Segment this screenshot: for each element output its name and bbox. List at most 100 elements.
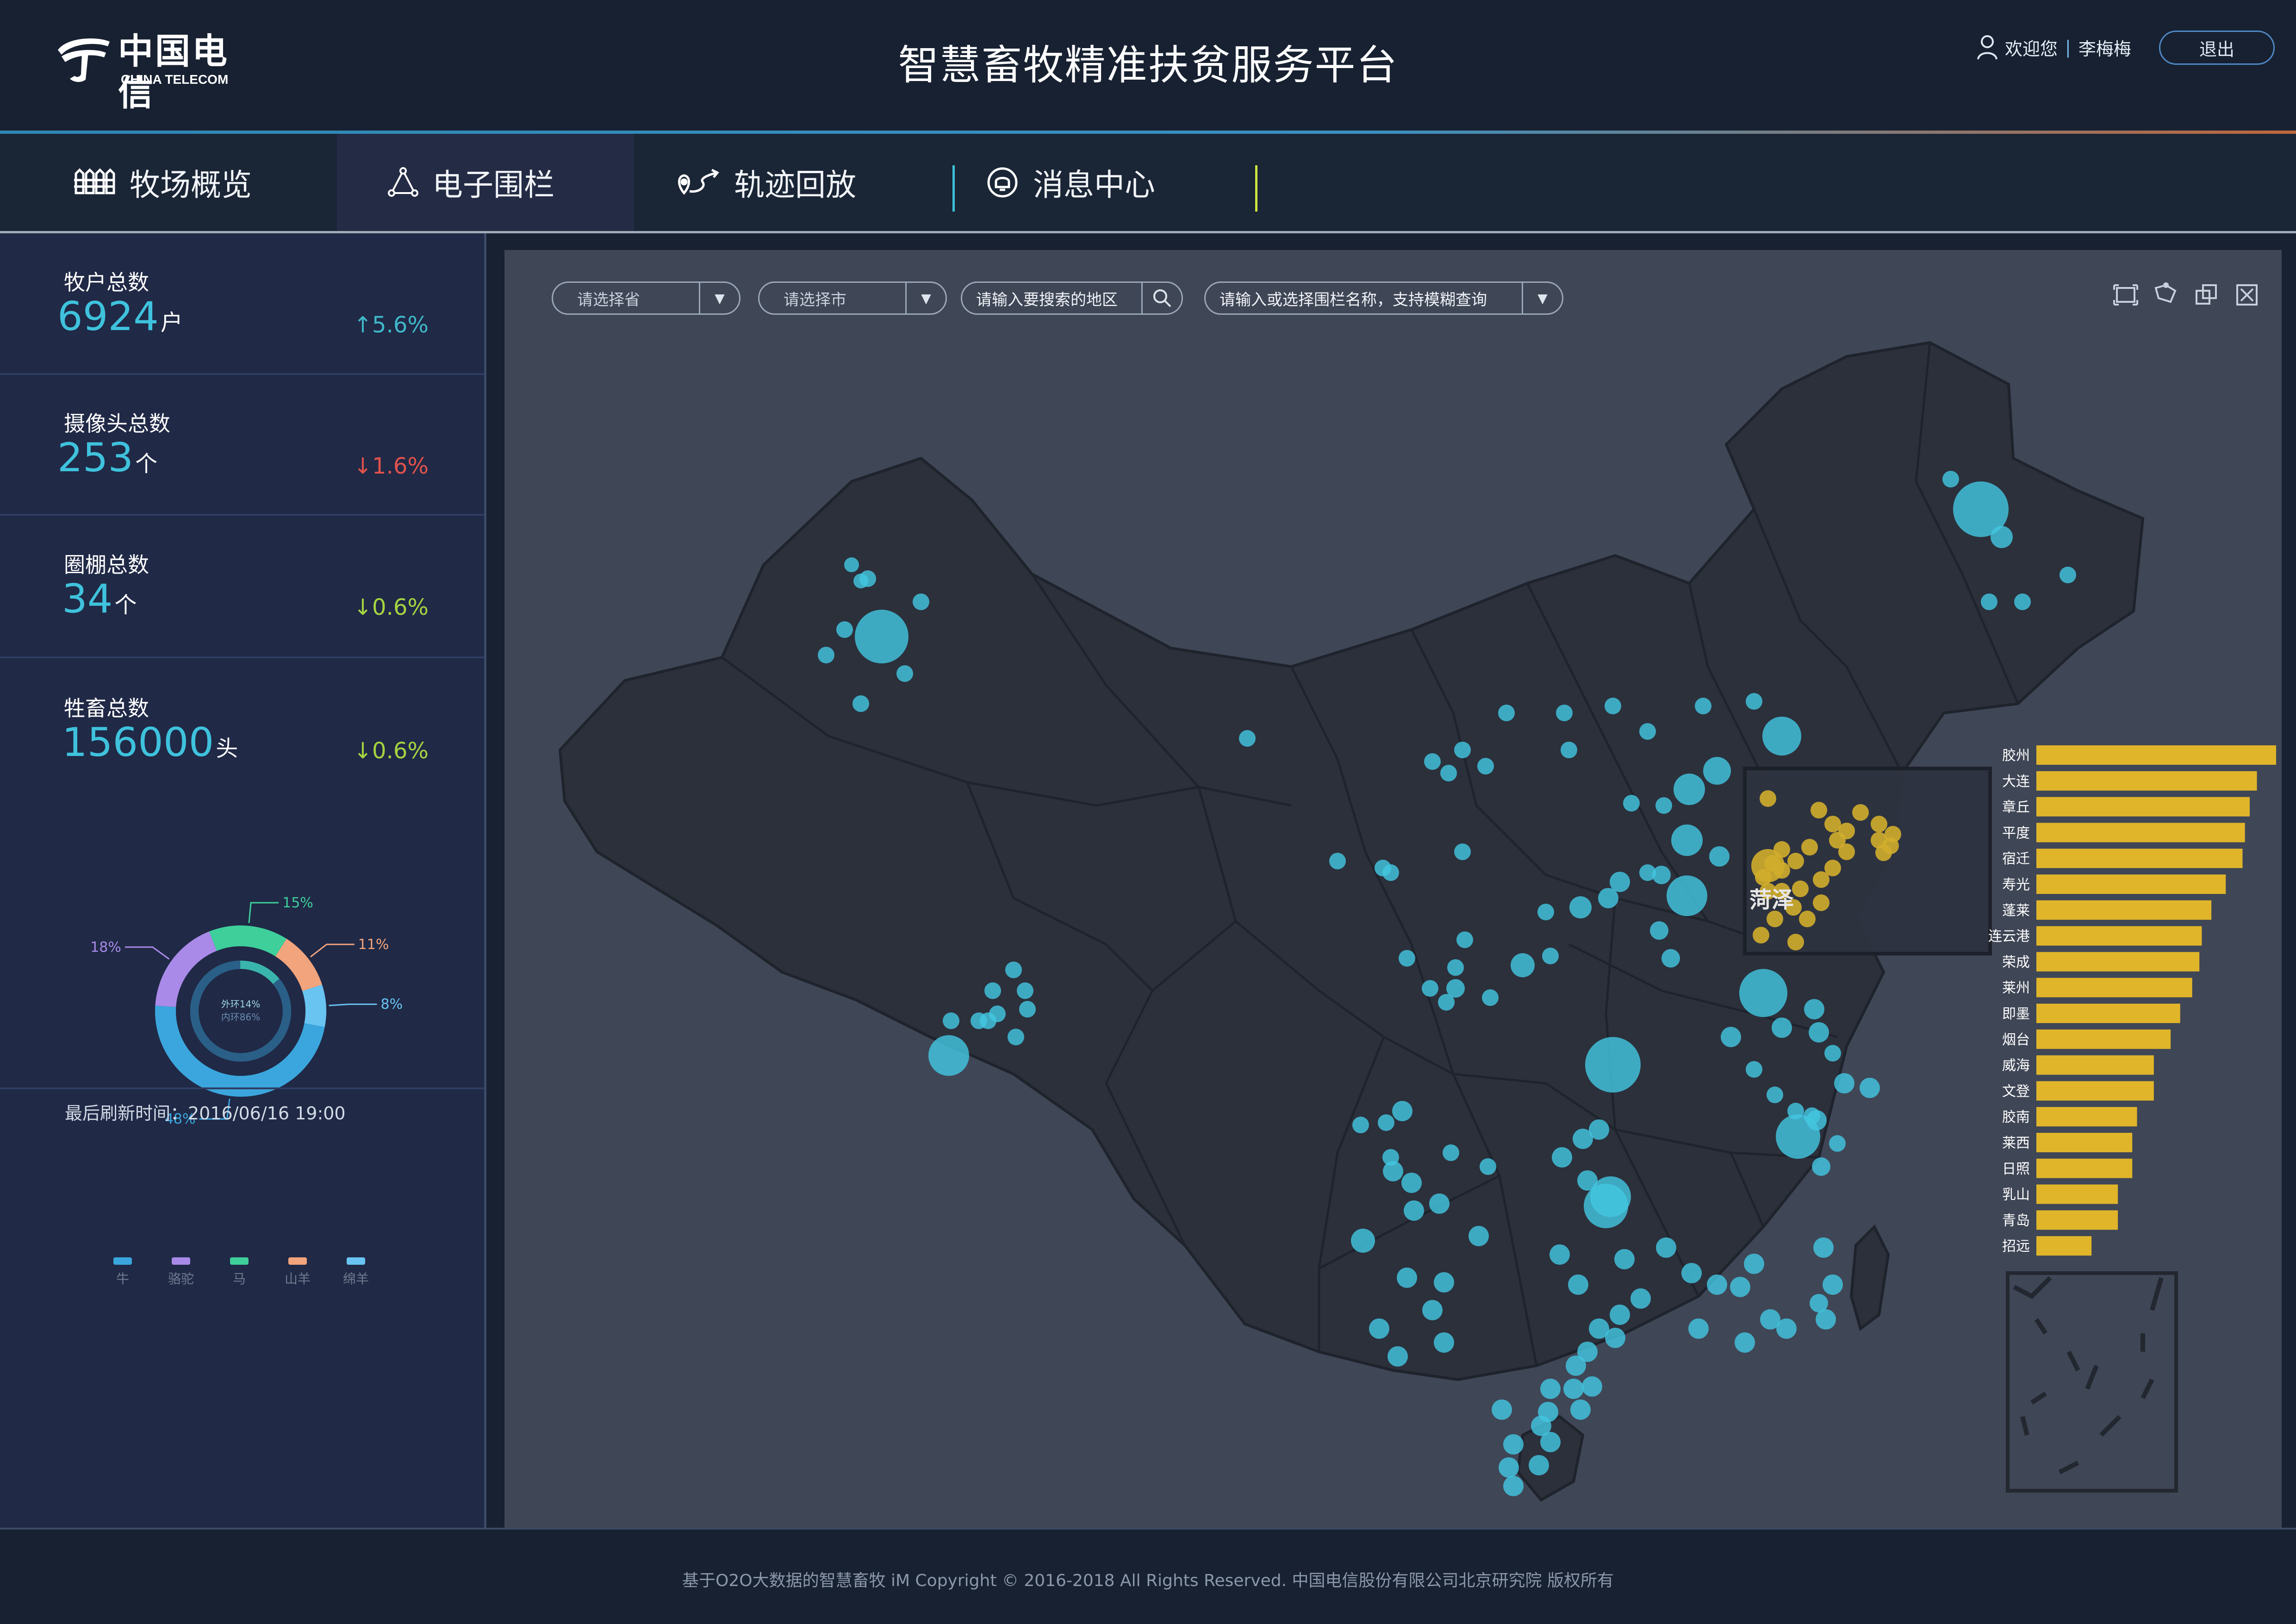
herd-marker[interactable] <box>1585 1037 1641 1093</box>
herd-markers[interactable] <box>818 471 2076 1496</box>
herd-marker[interactable] <box>1834 1073 1854 1093</box>
herd-marker[interactable] <box>1681 1263 1702 1283</box>
herd-marker[interactable] <box>1804 999 1824 1019</box>
layers-icon[interactable] <box>2193 281 2220 308</box>
herd-marker[interactable] <box>1703 757 1731 785</box>
search-icon[interactable] <box>1141 283 1182 313</box>
map-panel[interactable]: 菏泽 胶州 大连 章丘 平度 宿迁 寿光 蓬莱 连云港 荣成 莱州 即墨 烟台 威海 文登 胶南 莱西 日照 乳山… <box>504 250 2282 1528</box>
highlight-marker[interactable] <box>1824 816 1841 832</box>
highlight-marker[interactable] <box>1838 843 1855 860</box>
herd-marker[interactable] <box>1422 1300 1443 1320</box>
herd-marker[interactable] <box>1577 1342 1598 1362</box>
herd-marker[interactable] <box>1404 1200 1424 1221</box>
herd-marker[interactable] <box>1981 593 1997 610</box>
herd-marker[interactable] <box>1549 1244 1570 1265</box>
herd-marker[interactable] <box>896 665 913 682</box>
legend-label[interactable]: 山羊 <box>285 1271 311 1287</box>
highlight-marker[interactable] <box>1871 816 1887 832</box>
herd-marker[interactable] <box>1383 1161 1403 1181</box>
herd-marker[interactable] <box>1531 1416 1551 1436</box>
herd-marker[interactable] <box>1397 1268 1417 1288</box>
tab-ranch-overview[interactable]: 牧场概览 <box>73 134 332 231</box>
herd-marker[interactable] <box>1456 931 1473 948</box>
herd-marker[interactable] <box>1454 843 1471 860</box>
herd-marker[interactable] <box>1709 846 1730 867</box>
highlight-markers[interactable] <box>1751 790 1901 950</box>
highlight-marker[interactable] <box>1811 802 1827 818</box>
close-box-icon[interactable] <box>2234 281 2260 308</box>
herd-marker[interactable] <box>852 695 869 712</box>
herd-marker[interactable] <box>1499 1457 1519 1478</box>
herd-marker[interactable] <box>1610 1305 1630 1325</box>
china-telecom-logo[interactable]: 中国电信 CHINA TELECOM <box>53 28 248 113</box>
herd-marker[interactable] <box>1623 795 1640 812</box>
herd-marker[interactable] <box>1776 1318 1797 1339</box>
highlight-marker[interactable] <box>1838 823 1855 839</box>
herd-marker[interactable] <box>855 610 908 663</box>
herd-marker[interactable] <box>1392 1101 1412 1121</box>
herd-marker[interactable] <box>1735 1332 1755 1353</box>
herd-marker[interactable] <box>971 1012 987 1029</box>
chevron-down-icon[interactable]: ▼ <box>699 283 739 313</box>
tab-track-playback[interactable]: 轨迹回放 <box>676 134 935 231</box>
herd-marker[interactable] <box>1552 1147 1572 1168</box>
herd-marker[interactable] <box>1440 765 1457 781</box>
highlight-marker[interactable] <box>1787 853 1804 869</box>
herd-marker[interactable] <box>1542 948 1559 964</box>
herd-marker[interactable] <box>1776 1114 1820 1159</box>
highlight-marker[interactable] <box>1852 804 1869 821</box>
ranking-bar[interactable] <box>2036 823 2245 843</box>
herd-marker[interactable] <box>1573 1129 1593 1149</box>
herd-marker[interactable] <box>1008 1029 1024 1045</box>
highlight-marker[interactable] <box>1751 849 1785 882</box>
herd-marker[interactable] <box>1671 824 1703 856</box>
herd-marker[interactable] <box>1639 723 1656 740</box>
highlight-marker[interactable] <box>1787 934 1804 950</box>
highlight-marker[interactable] <box>1792 881 1809 897</box>
herd-marker[interactable] <box>1813 1237 1834 1258</box>
chevron-down-icon[interactable]: ▼ <box>1522 283 1562 313</box>
herd-marker[interactable] <box>1942 471 1959 487</box>
herd-marker[interactable] <box>1652 866 1671 884</box>
legend-label[interactable]: 马 <box>233 1271 246 1287</box>
herd-marker[interactable] <box>1739 969 1787 1017</box>
ranking-bar[interactable] <box>2036 1133 2133 1152</box>
herd-marker[interactable] <box>1569 896 1592 918</box>
legend-label[interactable]: 骆驼 <box>168 1271 194 1287</box>
ranking-bar[interactable] <box>2036 1158 2133 1178</box>
herd-marker[interactable] <box>1688 1318 1709 1339</box>
herd-marker[interactable] <box>1563 1379 1584 1399</box>
herd-marker[interactable] <box>1605 1328 1625 1348</box>
herd-marker[interactable] <box>1434 1332 1454 1353</box>
ranking-bar[interactable] <box>2036 1107 2137 1127</box>
herd-marker[interactable] <box>1482 989 1499 1006</box>
herd-marker[interactable] <box>1239 730 1256 747</box>
herd-marker[interactable] <box>1443 1144 1459 1161</box>
herd-marker[interactable] <box>1017 982 1033 999</box>
ranking-bar[interactable] <box>2036 849 2243 868</box>
ranking-bar[interactable] <box>2036 1081 2154 1101</box>
herd-marker[interactable] <box>1598 888 1618 908</box>
herd-marker[interactable] <box>1561 742 1577 758</box>
herd-marker[interactable] <box>1570 1399 1591 1420</box>
username[interactable]: 李梅梅 <box>2078 38 2131 59</box>
herd-marker[interactable] <box>1454 742 1471 758</box>
tab-electronic-fence[interactable]: 电子围栏 <box>337 134 634 231</box>
herd-marker[interactable] <box>1480 1158 1496 1175</box>
herd-marker[interactable] <box>1351 1229 1375 1253</box>
herd-marker[interactable] <box>1369 1318 1389 1339</box>
herd-marker[interactable] <box>1582 1376 1602 1397</box>
ranking-bar[interactable] <box>2036 1184 2118 1204</box>
herd-marker[interactable] <box>1378 1114 1394 1131</box>
highlight-marker[interactable] <box>1753 927 1769 943</box>
herd-marker[interactable] <box>1824 1045 1841 1062</box>
herd-marker[interactable] <box>1429 1193 1450 1214</box>
ranking-bar[interactable] <box>2036 1055 2154 1075</box>
ranking-bar[interactable] <box>2036 1210 2118 1230</box>
herd-marker[interactable] <box>1388 1346 1408 1367</box>
herd-marker[interactable] <box>1860 1078 1880 1098</box>
herd-marker[interactable] <box>818 647 834 663</box>
herd-marker[interactable] <box>836 621 853 638</box>
province-select[interactable]: 请选择省 ▼ <box>552 281 740 315</box>
highlight-marker[interactable] <box>1801 839 1818 856</box>
